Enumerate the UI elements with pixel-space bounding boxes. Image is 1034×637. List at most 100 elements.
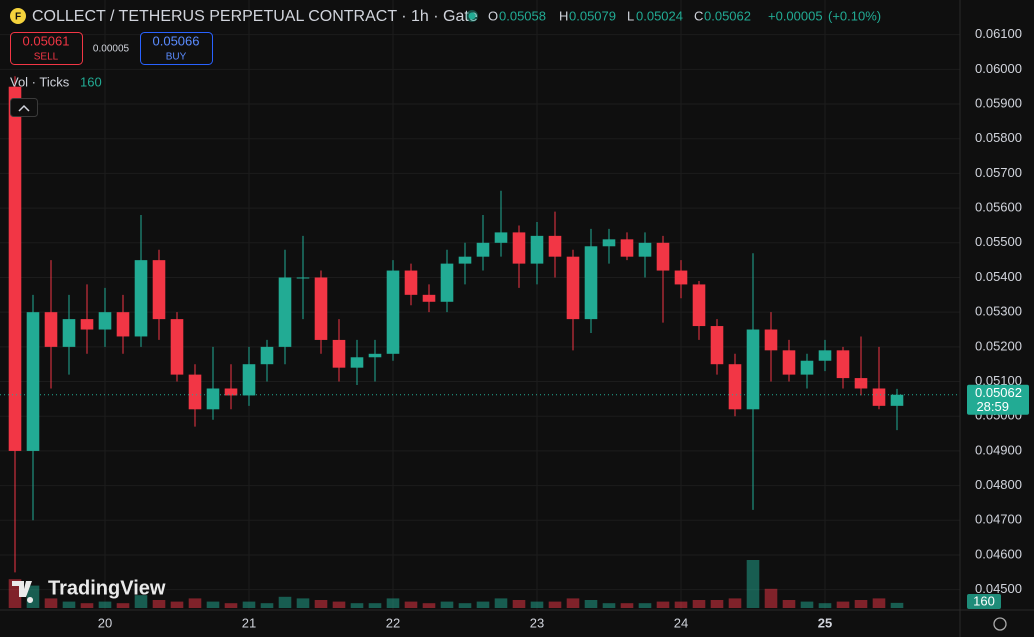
y-tick-label: 0.05300 xyxy=(975,304,1022,319)
candle-body xyxy=(458,256,472,264)
volume-value: 160 xyxy=(80,74,102,89)
sell-button[interactable] xyxy=(10,32,83,65)
volume-bar xyxy=(764,588,778,608)
candle-body xyxy=(764,329,778,351)
volume-bar xyxy=(476,601,490,608)
volume-bar xyxy=(458,603,472,608)
y-tick-label: 0.05200 xyxy=(975,338,1022,353)
candle-body xyxy=(368,353,382,358)
candle-body xyxy=(818,350,832,361)
x-tick-label: 24 xyxy=(674,615,688,630)
y-tick-label: 0.06000 xyxy=(975,61,1022,76)
y-tick-label: 0.05700 xyxy=(975,165,1022,180)
volume-bar xyxy=(728,598,742,608)
symbol-logo xyxy=(10,8,26,24)
y-tick-label: 0.04600 xyxy=(975,546,1022,561)
candle-body xyxy=(674,270,688,285)
candle-body xyxy=(836,350,850,379)
candle-body xyxy=(278,277,292,347)
volume-bar xyxy=(548,601,562,608)
buy-button[interactable] xyxy=(140,32,213,65)
volume-bar xyxy=(116,603,130,608)
candle-body xyxy=(260,346,274,365)
volume-bar xyxy=(890,602,904,608)
legend-c-label: C xyxy=(694,8,703,23)
candle-body xyxy=(8,86,22,451)
candle-body xyxy=(620,239,634,257)
candle-body xyxy=(440,263,454,302)
candle-body xyxy=(656,242,670,271)
candle-body xyxy=(800,360,814,375)
candle-body xyxy=(98,312,112,330)
candle-body xyxy=(494,232,508,243)
status-dot xyxy=(468,12,476,20)
candle-body xyxy=(350,357,364,368)
legend-low: 0.05024 xyxy=(636,8,683,23)
candle-body xyxy=(332,339,346,368)
candle-body xyxy=(170,319,184,375)
candle-body xyxy=(854,378,868,389)
volume-bar xyxy=(710,600,724,608)
symbol-logo-letter: F xyxy=(15,12,21,23)
sell-label: SELL xyxy=(34,52,59,63)
candle-body xyxy=(80,319,94,330)
legend-o-label: O xyxy=(488,8,498,23)
volume-bar xyxy=(818,603,832,608)
last-price-box xyxy=(967,384,1029,415)
candle-body xyxy=(242,364,256,396)
candle-body xyxy=(548,235,562,257)
volume-bar xyxy=(44,598,58,608)
settings-icon[interactable] xyxy=(993,617,1007,631)
collapse-button[interactable] xyxy=(10,98,38,117)
candle-body xyxy=(116,312,130,337)
legend-change: +0.00005 xyxy=(768,8,823,23)
y-tick-label: 0.04700 xyxy=(975,512,1022,527)
candle-body xyxy=(512,232,526,264)
candle-body xyxy=(476,242,490,257)
candle-body xyxy=(44,312,58,347)
candle-body xyxy=(566,256,580,320)
axes: 0.06100 0.06000 0.05900 0.05800 0.05700 0.056… xyxy=(98,26,1029,630)
volume-bar xyxy=(278,596,292,608)
candle-body xyxy=(224,388,238,396)
volume-bar xyxy=(530,601,544,608)
x-tick-label: 25 xyxy=(818,615,832,630)
volume-bar xyxy=(242,601,256,608)
legend-close: 0.05062 xyxy=(704,8,751,23)
candle-body xyxy=(638,242,652,257)
volume-bar xyxy=(782,600,796,608)
volume-bar xyxy=(350,603,364,608)
candle-body xyxy=(26,312,40,451)
volume-bar xyxy=(62,601,76,608)
y-tick-label: 0.04500 xyxy=(975,581,1022,596)
last-price-label: 0.05062 xyxy=(975,385,1022,400)
volume-bar xyxy=(494,598,508,608)
candle-body xyxy=(296,277,310,279)
volume-bar xyxy=(566,598,580,608)
volume-bar xyxy=(260,603,274,608)
candle-body xyxy=(584,246,598,320)
volume-bar xyxy=(800,601,814,608)
volume-bar xyxy=(620,603,634,608)
volume-bar xyxy=(152,600,166,608)
volume-bar xyxy=(440,601,454,608)
candle-body xyxy=(188,374,202,410)
y-tick-label: 0.05900 xyxy=(975,95,1022,110)
volume-bar xyxy=(512,600,526,608)
volume-bar xyxy=(836,601,850,608)
x-tick-label: 21 xyxy=(242,615,256,630)
y-tick-label: 0.06100 xyxy=(975,26,1022,41)
candle-body xyxy=(404,270,418,295)
volume-bar xyxy=(224,603,238,608)
candle-body xyxy=(422,294,436,302)
candle-body xyxy=(134,260,148,337)
volume-bar xyxy=(314,600,328,608)
volume-title: Vol · Ticks xyxy=(10,74,70,89)
volume-bar xyxy=(170,601,184,608)
legend-open: 0.05058 xyxy=(499,8,546,23)
x-tick-label: 22 xyxy=(386,615,400,630)
legend-high: 0.05079 xyxy=(569,8,616,23)
